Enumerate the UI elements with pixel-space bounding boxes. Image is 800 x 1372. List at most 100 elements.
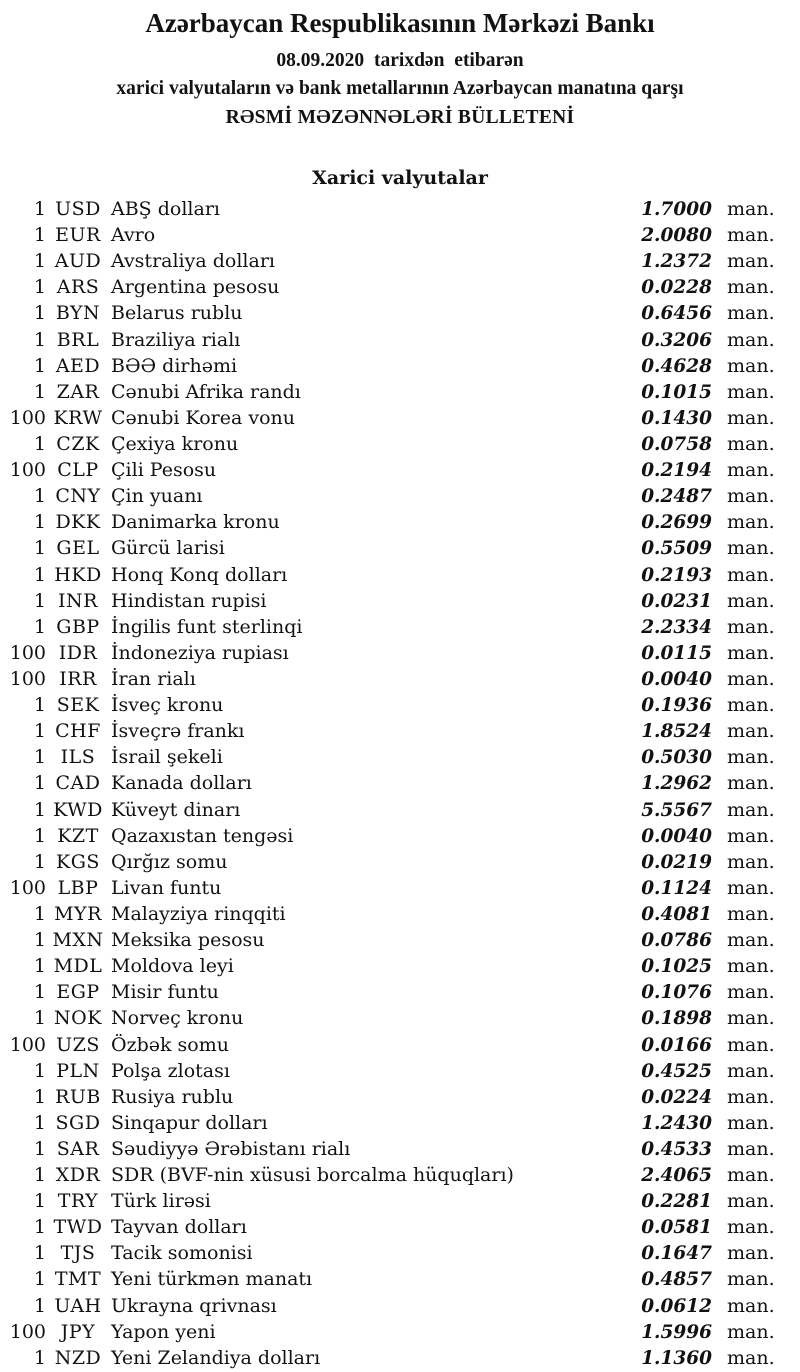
currency-quantity: 1 xyxy=(33,511,46,534)
currency-name: Yapon yeni xyxy=(111,1320,216,1343)
currency-quantity: 1 xyxy=(33,276,46,299)
currency-name: İndoneziya rupiası xyxy=(111,641,289,664)
currency-quantity: 1 xyxy=(33,1137,46,1160)
currency-code: NOK xyxy=(54,1007,102,1030)
currency-unit-label: man. xyxy=(727,772,775,795)
currency-rate-row: 1 TWD Tayvan dolları 0.0581 man. xyxy=(0,1214,800,1240)
bulletin-subtitle: xarici valyutaların və bank metallarının… xyxy=(116,78,684,99)
currency-quantity: 1 xyxy=(33,1111,46,1134)
currency-code: PLN xyxy=(56,1059,100,1082)
currency-name: Avstraliya dolları xyxy=(111,250,275,273)
currency-unit-label: man. xyxy=(727,1111,775,1134)
currency-rate-value: 0.1015 xyxy=(641,381,712,403)
currency-rate-row: 1 TRY Türk lirəsi 0.2281 man. xyxy=(0,1188,800,1214)
currency-unit-label: man. xyxy=(727,354,775,377)
currency-name: Rusiya rublu xyxy=(111,1085,234,1108)
currency-rate-row: 1 MYR Malayziya rinqqiti 0.4081 man. xyxy=(0,901,800,927)
currency-rate-value: 0.0040 xyxy=(641,825,712,847)
currency-name: Belarus rublu xyxy=(111,302,243,325)
currency-name: Çexiya kronu xyxy=(111,432,239,455)
currency-unit-label: man. xyxy=(727,1320,775,1343)
currency-code: KZT xyxy=(57,824,99,847)
currency-quantity: 1 xyxy=(33,981,46,1004)
currency-unit-label: man. xyxy=(727,641,775,664)
currency-quantity: 1 xyxy=(33,1216,46,1239)
currency-unit-label: man. xyxy=(727,1294,775,1317)
currency-unit-label: man. xyxy=(727,328,775,351)
currency-rate-row: 1 KGS Qırğız somu 0.0219 man. xyxy=(0,849,800,875)
currency-rate-value: 0.0040 xyxy=(641,668,712,690)
currency-rate-row: 1 SGD Sinqapur dolları 1.2430 man. xyxy=(0,1110,800,1136)
currency-code: KGS xyxy=(56,850,100,873)
currency-name: Kanada dolları xyxy=(111,772,252,795)
currency-quantity: 1 xyxy=(33,902,46,925)
currency-rate-value: 0.0231 xyxy=(641,590,712,612)
currency-rate-row: 1 CNY Çin yuanı 0.2487 man. xyxy=(0,483,800,509)
currency-code: TWD xyxy=(53,1216,103,1239)
currency-code: GEL xyxy=(56,537,100,560)
currency-rate-row: 1 GBP İngilis funt sterlinqi 2.2334 man. xyxy=(0,614,800,640)
currency-unit-label: man. xyxy=(727,1085,775,1108)
currency-rate-value: 0.5509 xyxy=(641,538,712,560)
bulletin-title: RƏSMİ MƏZƏNNƏLƏRİ BÜLLETENİ xyxy=(225,107,575,128)
currency-rate-row: 1 KWD Küveyt dinarı 5.5567 man. xyxy=(0,797,800,823)
currency-unit-label: man. xyxy=(727,1033,775,1056)
currency-rate-value: 1.8524 xyxy=(641,721,712,743)
currency-rate-row: 1 TJS Tacik somonisi 0.1647 man. xyxy=(0,1240,800,1266)
currency-code: ZAR xyxy=(56,380,100,403)
currency-rate-value: 1.5996 xyxy=(641,1321,712,1343)
currency-rate-value: 0.6456 xyxy=(641,303,712,325)
currency-name: Honq Konq dolları xyxy=(111,563,288,586)
currency-unit-label: man. xyxy=(727,902,775,925)
currency-rate-row: 1 XDR SDR (BVF-nin xüsusi borcalma hüquq… xyxy=(0,1162,800,1188)
currency-rate-value: 0.0224 xyxy=(641,1086,712,1108)
currency-rate-row: 1 MDL Moldova leyi 0.1025 man. xyxy=(0,953,800,979)
currency-quantity: 1 xyxy=(33,746,46,769)
currency-code: TJS xyxy=(60,1242,96,1265)
currency-code: TMT xyxy=(54,1268,102,1291)
currency-rate-value: 0.0581 xyxy=(641,1217,712,1239)
currency-rate-value: 2.2334 xyxy=(641,616,712,638)
currency-rate-value: 0.0786 xyxy=(641,930,712,952)
currency-quantity: 1 xyxy=(33,354,46,377)
currency-name: Yeni Zelandiya dolları xyxy=(111,1346,321,1369)
currency-unit-label: man. xyxy=(727,720,775,743)
currency-rate-row: 100 KRW Cənubi Korea vonu 0.1430 man. xyxy=(0,405,800,431)
currency-rate-row: 1 SAR Səudiyyə Ərəbistanı rialı 0.4533 m… xyxy=(0,1136,800,1162)
currency-code: AUD xyxy=(54,250,102,273)
currency-code: AED xyxy=(55,354,101,377)
currency-rate-value: 0.2281 xyxy=(641,1191,712,1213)
currency-code: CHF xyxy=(55,720,101,743)
currency-name: Braziliya rialı xyxy=(111,328,241,351)
currency-unit-label: man. xyxy=(727,746,775,769)
currency-code: USD xyxy=(55,198,101,220)
currency-unit-label: man. xyxy=(727,380,775,403)
bulletin-header: Azərbaycan Respublikasının Mərkəzi Bankı… xyxy=(0,0,800,129)
currency-rate-row: 1 BRL Braziliya rialı 0.3206 man. xyxy=(0,327,800,353)
currency-name: Səudiyyə Ərəbistanı rialı xyxy=(111,1137,351,1160)
currency-unit-label: man. xyxy=(727,1007,775,1030)
currency-quantity: 1 xyxy=(33,798,46,821)
currency-code: ILS xyxy=(60,746,96,769)
currency-name: İngilis funt sterlinqi xyxy=(111,615,303,638)
currency-rate-value: 2.0080 xyxy=(641,225,712,247)
currency-unit-label: man. xyxy=(727,615,775,638)
currency-unit-label: man. xyxy=(727,198,775,220)
currency-quantity: 1 xyxy=(33,772,46,795)
currency-name: Cənubi Korea vonu xyxy=(111,406,295,429)
currency-rate-value: 1.2962 xyxy=(641,773,712,795)
currency-rate-row: 1 MXN Meksika pesosu 0.0786 man. xyxy=(0,927,800,953)
currency-code: JPY xyxy=(60,1320,96,1343)
section-title-foreign-currencies: Xarici valyutalar xyxy=(312,167,488,189)
currency-rate-row: 1 INR Hindistan rupisi 0.0231 man. xyxy=(0,588,800,614)
currency-quantity: 100 xyxy=(9,406,46,429)
currency-rate-row: 1 RUB Rusiya rublu 0.0224 man. xyxy=(0,1084,800,1110)
currency-name: Malayziya rinqqiti xyxy=(111,902,286,925)
currency-quantity: 1 xyxy=(33,198,46,220)
currency-quantity: 1 xyxy=(33,224,46,247)
currency-unit-label: man. xyxy=(727,1190,775,1213)
currency-name: Özbək somu xyxy=(111,1033,229,1056)
currency-rate-row: 1 CHF İsveçrə frankı 1.8524 man. xyxy=(0,718,800,744)
currency-quantity: 100 xyxy=(9,1320,46,1343)
